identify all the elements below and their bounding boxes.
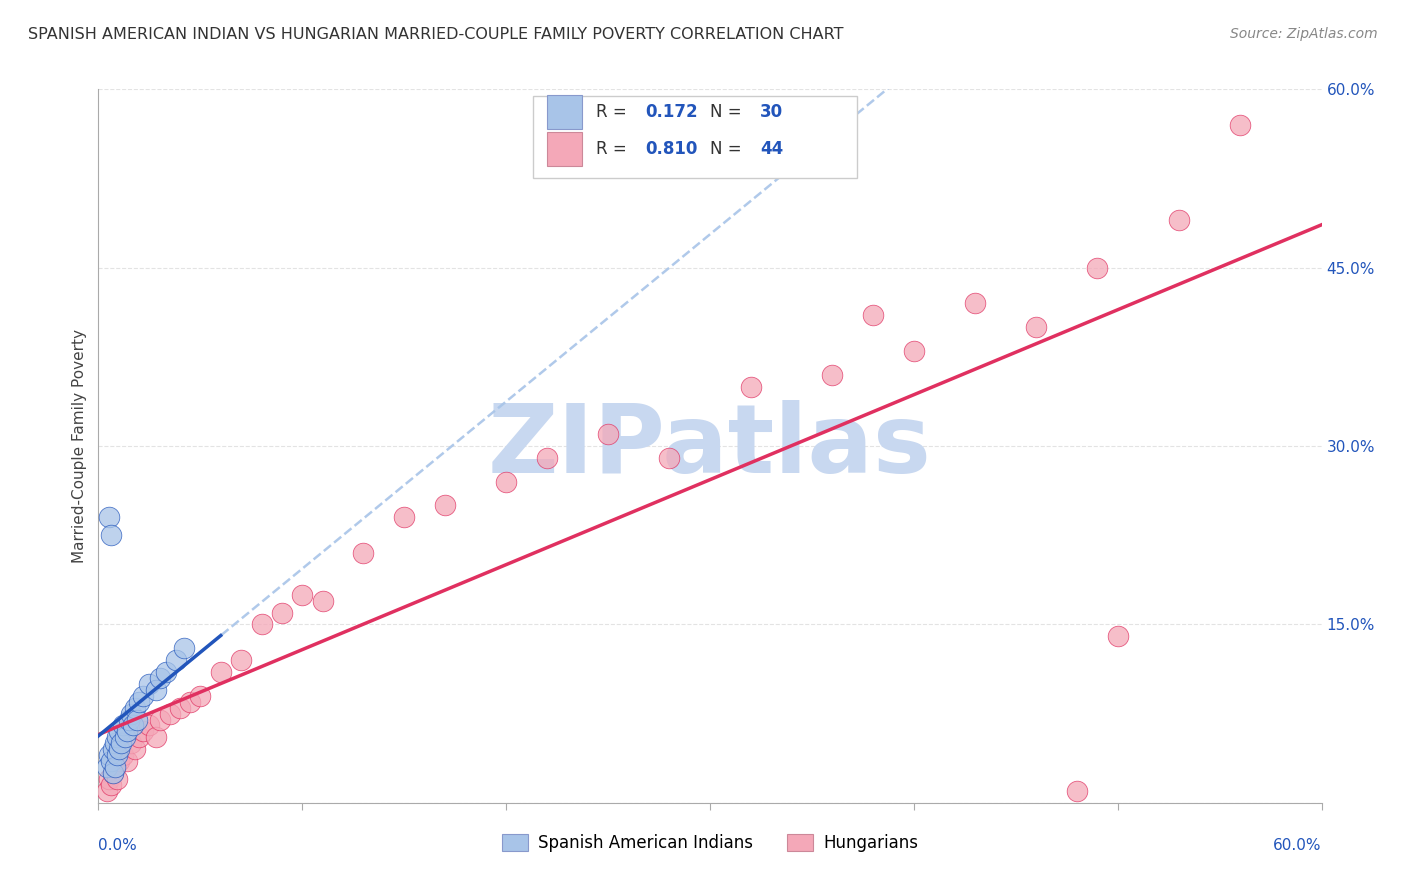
Point bbox=[740, 379, 762, 393]
Text: SPANISH AMERICAN INDIAN VS HUNGARIAN MARRIED-COUPLE FAMILY POVERTY CORRELATION C: SPANISH AMERICAN INDIAN VS HUNGARIAN MAR… bbox=[28, 27, 844, 42]
Text: R =: R = bbox=[596, 103, 633, 121]
Point bbox=[120, 706, 142, 721]
Point bbox=[1066, 784, 1088, 798]
Point bbox=[352, 546, 374, 560]
Point bbox=[120, 736, 142, 750]
Point bbox=[145, 731, 167, 745]
Text: 44: 44 bbox=[761, 140, 783, 158]
Text: Source: ZipAtlas.com: Source: ZipAtlas.com bbox=[1230, 27, 1378, 41]
Point bbox=[149, 713, 172, 727]
Point bbox=[104, 736, 127, 750]
Point bbox=[495, 475, 517, 489]
Point bbox=[128, 731, 150, 745]
Point bbox=[105, 748, 128, 763]
Point bbox=[97, 748, 120, 763]
Point bbox=[138, 718, 160, 732]
Point bbox=[155, 665, 177, 679]
Bar bbox=[547, 132, 582, 166]
Point bbox=[104, 760, 127, 774]
Point bbox=[188, 689, 212, 703]
Point bbox=[100, 754, 122, 768]
Point bbox=[124, 700, 146, 714]
Point bbox=[1107, 629, 1129, 643]
Y-axis label: Married-Couple Family Poverty: Married-Couple Family Poverty bbox=[72, 329, 87, 563]
Point bbox=[536, 450, 558, 465]
Point bbox=[104, 760, 127, 774]
Point bbox=[173, 641, 195, 656]
Point bbox=[169, 700, 191, 714]
Text: 0.172: 0.172 bbox=[645, 103, 697, 121]
Point bbox=[96, 784, 118, 798]
Point bbox=[1229, 118, 1251, 132]
Text: N =: N = bbox=[710, 140, 747, 158]
Point bbox=[100, 528, 122, 542]
Point bbox=[145, 682, 167, 697]
Point bbox=[101, 742, 124, 756]
Point bbox=[434, 499, 457, 513]
Point bbox=[111, 748, 134, 763]
Point bbox=[312, 593, 335, 607]
Legend: Spanish American Indians, Hungarians: Spanish American Indians, Hungarians bbox=[495, 827, 925, 859]
Point bbox=[179, 695, 201, 709]
Text: N =: N = bbox=[710, 103, 747, 121]
Point bbox=[209, 665, 232, 679]
Point bbox=[115, 724, 138, 739]
Point bbox=[128, 695, 150, 709]
Point bbox=[108, 754, 131, 768]
Text: 0.810: 0.810 bbox=[645, 140, 697, 158]
Point bbox=[598, 427, 620, 442]
Point bbox=[231, 653, 253, 667]
Point bbox=[821, 368, 844, 382]
Text: 30: 30 bbox=[761, 103, 783, 121]
Point bbox=[159, 706, 181, 721]
Point bbox=[115, 754, 138, 768]
Point bbox=[658, 450, 681, 465]
Point bbox=[291, 588, 314, 602]
Point bbox=[1167, 213, 1189, 227]
Point bbox=[392, 510, 416, 524]
Point bbox=[149, 671, 172, 685]
Point bbox=[101, 766, 124, 780]
FancyBboxPatch shape bbox=[533, 96, 856, 178]
Point bbox=[250, 617, 273, 632]
Point bbox=[965, 296, 987, 310]
Point bbox=[138, 677, 160, 691]
Point bbox=[862, 308, 884, 322]
Point bbox=[132, 724, 155, 739]
Text: R =: R = bbox=[596, 140, 633, 158]
Point bbox=[110, 736, 132, 750]
Point bbox=[118, 713, 141, 727]
Bar bbox=[547, 95, 582, 129]
Point bbox=[108, 742, 131, 756]
Point bbox=[165, 653, 187, 667]
Point bbox=[96, 760, 118, 774]
Point bbox=[97, 510, 120, 524]
Point bbox=[270, 606, 294, 620]
Point bbox=[97, 772, 120, 786]
Point bbox=[105, 731, 128, 745]
Point bbox=[101, 766, 124, 780]
Point bbox=[108, 724, 131, 739]
Point bbox=[132, 689, 155, 703]
Point bbox=[1025, 320, 1047, 334]
Text: ZIPatlas: ZIPatlas bbox=[488, 400, 932, 492]
Point bbox=[111, 718, 134, 732]
Point bbox=[114, 731, 136, 745]
Point bbox=[100, 778, 122, 792]
Point bbox=[105, 772, 128, 786]
Point bbox=[127, 713, 149, 727]
Text: 60.0%: 60.0% bbox=[1274, 838, 1322, 854]
Point bbox=[122, 718, 145, 732]
Point bbox=[124, 742, 146, 756]
Point bbox=[1085, 260, 1108, 275]
Text: 0.0%: 0.0% bbox=[98, 838, 138, 854]
Point bbox=[903, 343, 925, 358]
